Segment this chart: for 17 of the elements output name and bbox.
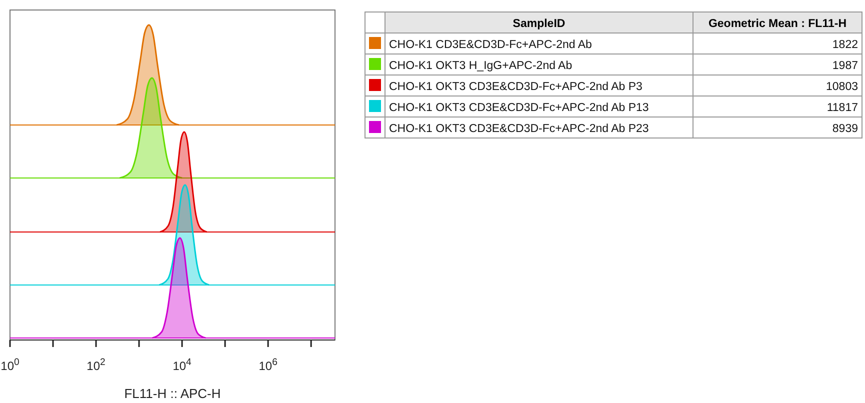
- category-label: CHO-K1 CD3E&CD3D-Fc+APC-2nd Ab: [389, 39, 592, 51]
- data-label: 8939: [832, 123, 858, 135]
- data-label: 1987: [832, 60, 858, 72]
- data-label: 11817: [826, 102, 858, 114]
- category-label: CHO-K1 OKT3 H_IgG+APC-2nd Ab: [389, 60, 572, 72]
- x-tick-label: 10$^{4}$: [172, 356, 192, 373]
- category-label: CHO-K1 OKT3 CD3E&CD3D-Fc+APC-2nd Ab P13: [389, 102, 649, 114]
- data-label: 10803: [826, 81, 858, 93]
- category-label: CHO-K1 OKT3 CD3E&CD3D-Fc+APC-2nd Ab P23: [389, 123, 649, 135]
- category-label: CHO-K1 OKT3 CD3E&CD3D-Fc+APC-2nd Ab P3: [389, 81, 642, 93]
- x-tick-label: 10$^{0}$: [0, 356, 20, 373]
- text: SampleID: [512, 18, 566, 30]
- x-tick-label: 10$^{6}$: [258, 356, 278, 373]
- text: Geometric Mean : FL11-H: [708, 18, 847, 30]
- data-label: 1822: [832, 39, 858, 51]
- x-axis-title: FL11-H :: APC-H: [124, 386, 221, 401]
- x-tick-label: 10$^{2}$: [86, 356, 106, 373]
